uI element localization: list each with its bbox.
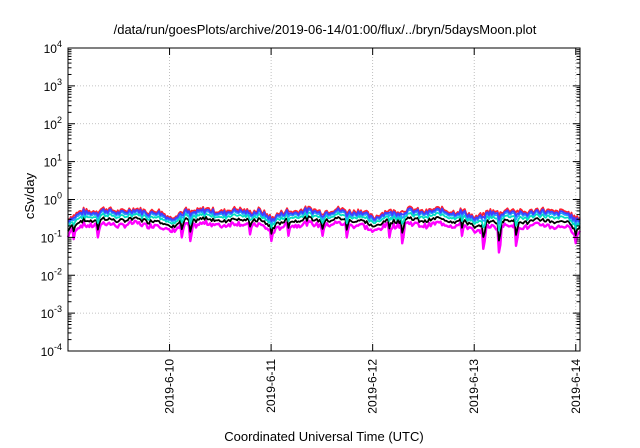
x-tick-label: 2019-6-10 xyxy=(163,359,177,414)
series-magenta xyxy=(66,219,582,254)
y-tick-label: 10-4 xyxy=(41,342,62,359)
x-tick-label: 2019-6-11 xyxy=(264,359,278,413)
series-black xyxy=(67,215,581,242)
y-tick-label: 104 xyxy=(44,39,62,56)
series-blue xyxy=(67,207,581,223)
y-tick-label: 10-1 xyxy=(41,228,62,245)
x-axis-label: Coordinated Universal Time (UTC) xyxy=(224,429,423,444)
y-tick-label: 101 xyxy=(44,153,62,170)
x-axis: 2019-6-10 2019-6-11 2019-6-12 2019-6-13 2019… xyxy=(163,48,583,414)
y-tick-label: 10-3 xyxy=(41,304,62,321)
y-axis: 10-4 10-3 10-2 10-1 100 101 102 103 104 xyxy=(41,39,580,359)
y-axis-label: cSv/day xyxy=(22,172,37,219)
y-tick-label: 10-2 xyxy=(41,266,62,283)
series-cyan xyxy=(67,211,581,232)
x-tick-label: 2019-6-14 xyxy=(569,359,583,414)
grid xyxy=(68,48,580,351)
y-tick-label: 103 xyxy=(44,77,62,94)
chart-title: /data/run/goesPlots/archive/2019-06-14/0… xyxy=(114,22,537,37)
x-tick-label: 2019-6-12 xyxy=(366,359,380,414)
x-tick-label: 2019-6-13 xyxy=(467,359,481,414)
y-tick-label: 100 xyxy=(44,191,62,208)
y-tick-label: 102 xyxy=(44,115,62,132)
plot-series xyxy=(66,205,582,254)
series-lightblue xyxy=(67,208,581,226)
